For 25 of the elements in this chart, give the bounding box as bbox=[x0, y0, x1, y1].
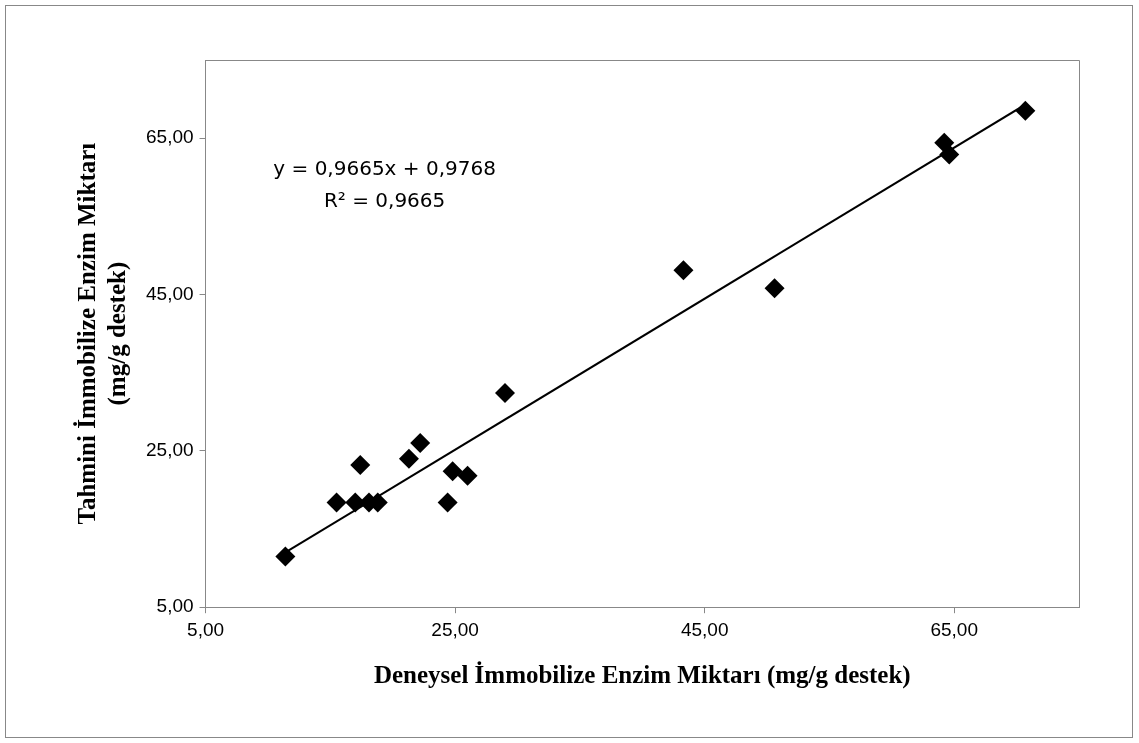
annotation: y = 0,9665x + 0,9768 bbox=[273, 156, 496, 181]
y-tick-label: 45,00 bbox=[146, 282, 194, 304]
point bbox=[939, 144, 960, 165]
x-tick-label: 5,00 bbox=[187, 618, 225, 640]
point bbox=[442, 461, 463, 482]
y-tick-label: 5,00 bbox=[156, 595, 194, 617]
y-tick-label: 25,00 bbox=[146, 439, 194, 461]
annotation: R² = 0,9665 bbox=[323, 188, 446, 213]
point bbox=[764, 278, 785, 299]
point bbox=[1015, 100, 1036, 121]
point bbox=[275, 546, 296, 567]
point bbox=[457, 465, 478, 486]
x-tick-label: 25,00 bbox=[431, 618, 479, 640]
point bbox=[673, 260, 694, 281]
y-tick-label: 65,00 bbox=[146, 126, 194, 148]
x-tick-label: 45,00 bbox=[680, 618, 729, 640]
y-axis-title: Tahmini İmmobilize Enzim Miktarı (mg/g destek) bbox=[73, 142, 132, 525]
x-axis-title: Deneysel İmmobilize Enzim Miktarı (mg/g destek) bbox=[373, 661, 911, 690]
point bbox=[437, 492, 458, 513]
point bbox=[410, 433, 431, 454]
point bbox=[495, 383, 516, 404]
point bbox=[398, 448, 419, 469]
point bbox=[326, 492, 347, 513]
point bbox=[350, 454, 371, 475]
x-tick-label: 65,00 bbox=[930, 618, 978, 640]
